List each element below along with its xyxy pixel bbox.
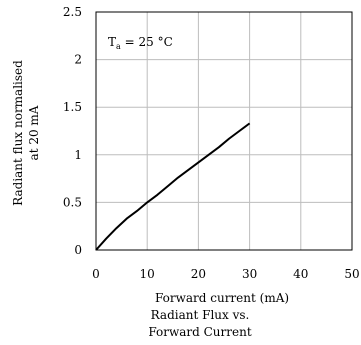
x-tick-label: 0 <box>92 267 100 281</box>
y-tick-label: 2 <box>74 53 82 67</box>
y-axis-label-line-1: Radiant flux normalised <box>11 60 25 206</box>
y-tick-label: 0.5 <box>63 195 82 209</box>
annotation-rest: = 25 °C <box>121 35 173 49</box>
x-tick-label: 20 <box>191 267 206 281</box>
x-tick-label: 10 <box>140 267 155 281</box>
y-tick-label: 2.5 <box>63 5 82 19</box>
x-tick-label: 50 <box>344 267 359 281</box>
x-axis-label: Forward current (mA) <box>155 291 289 305</box>
x-tick-label: 40 <box>293 267 308 281</box>
y-tick-label: 0 <box>74 243 82 257</box>
y-axis-ticks: 0 0.5 1 1.5 2 2.5 <box>63 5 82 257</box>
y-tick-label: 1 <box>74 148 82 162</box>
annotation-base: T <box>108 35 116 49</box>
x-axis-ticks: 0 10 20 30 40 50 <box>92 267 359 281</box>
y-axis-label-2: at 20 mA <box>27 105 41 160</box>
series-layer <box>95 122 251 251</box>
y-axis-label: Radiant flux normalised <box>11 60 25 206</box>
plot-frame <box>95 11 353 251</box>
annotation-subscript: a <box>116 42 121 51</box>
y-axis-label-line-2: at 20 mA <box>27 105 41 160</box>
series-line <box>95 122 251 251</box>
x-tick-label: 30 <box>242 267 257 281</box>
caption-line-2: Forward Current <box>148 325 252 339</box>
y-tick-label: 1.5 <box>63 100 82 114</box>
temperature-annotation: Ta = 25 °C <box>108 35 173 51</box>
caption-line-1: Radiant Flux vs. <box>151 308 250 322</box>
